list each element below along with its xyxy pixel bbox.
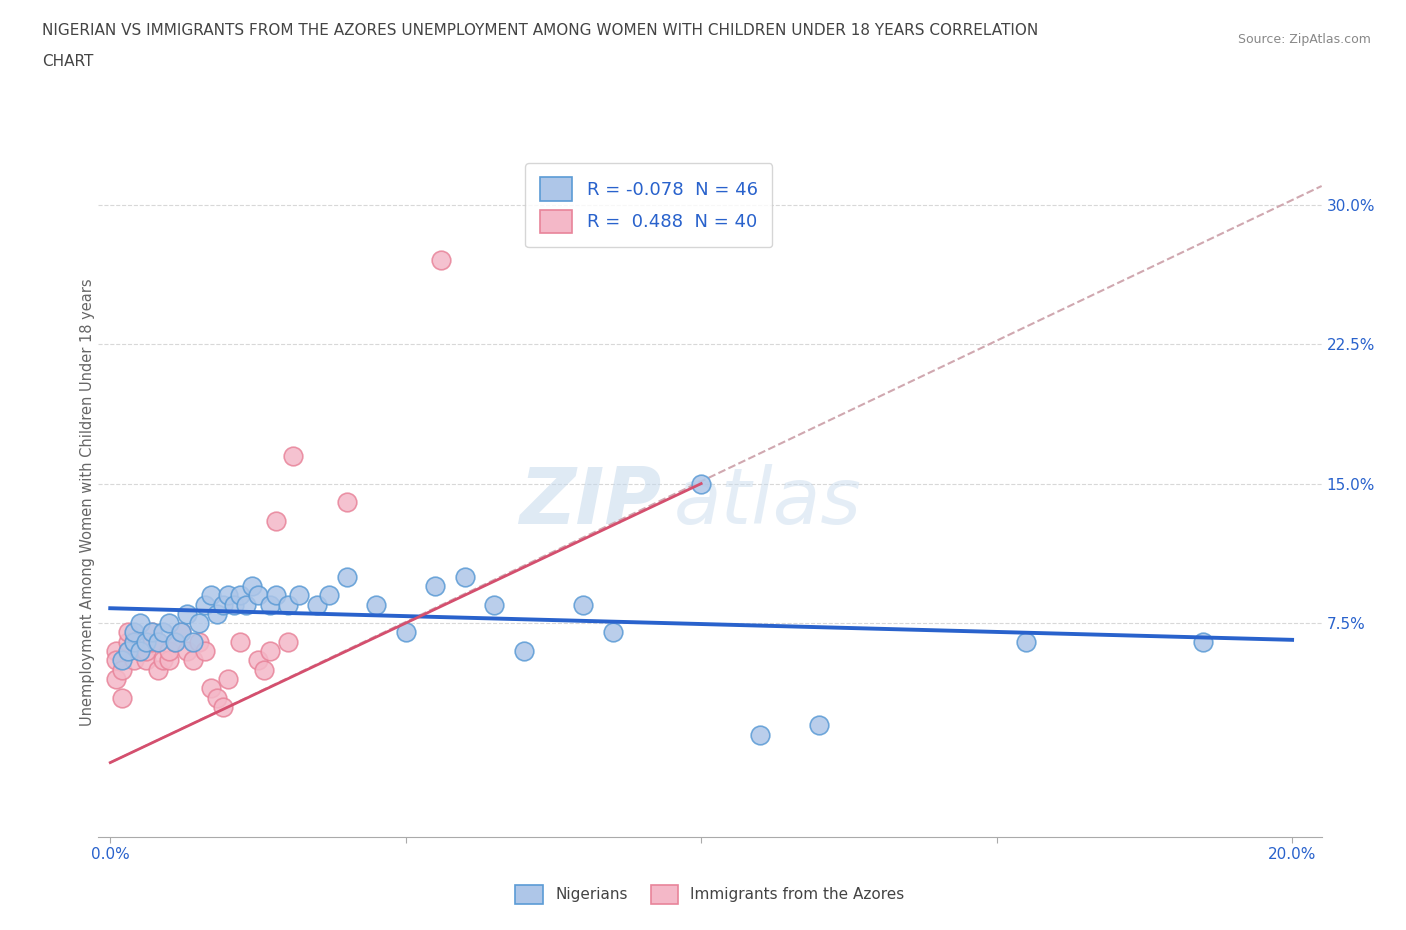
Point <box>117 644 139 658</box>
Point <box>318 588 340 603</box>
Point <box>194 644 217 658</box>
Point <box>336 569 359 584</box>
Point <box>217 588 239 603</box>
Point <box>157 616 180 631</box>
Point <box>135 644 157 658</box>
Point <box>395 625 418 640</box>
Point <box>117 644 139 658</box>
Point <box>135 653 157 668</box>
Point <box>1192 634 1215 649</box>
Point <box>205 690 228 705</box>
Point <box>105 653 128 668</box>
Point <box>111 653 134 668</box>
Point <box>229 588 252 603</box>
Point <box>111 690 134 705</box>
Point <box>111 662 134 677</box>
Point <box>157 644 180 658</box>
Legend: Nigerians, Immigrants from the Azores: Nigerians, Immigrants from the Azores <box>509 879 911 910</box>
Text: atlas: atlas <box>673 464 862 540</box>
Point <box>425 578 447 593</box>
Point <box>141 625 163 640</box>
Point <box>135 634 157 649</box>
Point <box>176 644 198 658</box>
Point <box>205 606 228 621</box>
Point <box>152 625 174 640</box>
Point <box>224 597 246 612</box>
Point <box>690 476 713 491</box>
Point <box>259 644 281 658</box>
Point <box>152 653 174 668</box>
Point <box>128 616 150 631</box>
Point <box>484 597 506 612</box>
Point <box>211 597 233 612</box>
Point <box>146 634 169 649</box>
Point <box>240 578 263 593</box>
Point <box>122 634 145 649</box>
Text: NIGERIAN VS IMMIGRANTS FROM THE AZORES UNEMPLOYMENT AMONG WOMEN WITH CHILDREN UN: NIGERIAN VS IMMIGRANTS FROM THE AZORES U… <box>42 23 1039 38</box>
Text: CHART: CHART <box>42 54 94 69</box>
Point <box>366 597 388 612</box>
Point <box>146 662 169 677</box>
Point <box>176 606 198 621</box>
Point <box>572 597 595 612</box>
Point <box>276 597 298 612</box>
Point <box>122 653 145 668</box>
Point <box>513 644 536 658</box>
Point <box>181 653 204 668</box>
Point <box>264 513 287 528</box>
Text: ZIP: ZIP <box>519 464 661 540</box>
Point <box>264 588 287 603</box>
Point <box>336 495 359 510</box>
Point <box>128 634 150 649</box>
Point <box>246 653 269 668</box>
Point <box>288 588 311 603</box>
Point <box>749 727 772 742</box>
Point <box>128 644 150 658</box>
Point <box>105 671 128 686</box>
Point <box>117 625 139 640</box>
Point <box>217 671 239 686</box>
Point <box>430 253 453 268</box>
Point <box>122 625 145 640</box>
Point <box>283 448 305 463</box>
Point <box>454 569 477 584</box>
Point <box>141 625 163 640</box>
Point <box>187 616 209 631</box>
Point <box>141 634 163 649</box>
Point <box>117 634 139 649</box>
Point <box>181 634 204 649</box>
Point <box>122 634 145 649</box>
Text: Source: ZipAtlas.com: Source: ZipAtlas.com <box>1237 33 1371 46</box>
Point <box>105 644 128 658</box>
Point <box>165 634 187 649</box>
Point <box>146 634 169 649</box>
Point <box>128 644 150 658</box>
Point <box>235 597 257 612</box>
Point <box>170 625 193 640</box>
Point <box>165 634 187 649</box>
Point <box>808 718 831 733</box>
Point <box>253 662 276 677</box>
Point <box>229 634 252 649</box>
Point <box>170 625 193 640</box>
Point <box>157 653 180 668</box>
Point <box>276 634 298 649</box>
Point <box>307 597 329 612</box>
Point <box>211 699 233 714</box>
Point <box>259 597 281 612</box>
Point <box>246 588 269 603</box>
Point <box>1015 634 1038 649</box>
Point <box>200 681 222 696</box>
Y-axis label: Unemployment Among Women with Children Under 18 years: Unemployment Among Women with Children U… <box>80 278 94 726</box>
Point <box>602 625 624 640</box>
Point <box>200 588 222 603</box>
Point <box>187 634 209 649</box>
Point <box>194 597 217 612</box>
